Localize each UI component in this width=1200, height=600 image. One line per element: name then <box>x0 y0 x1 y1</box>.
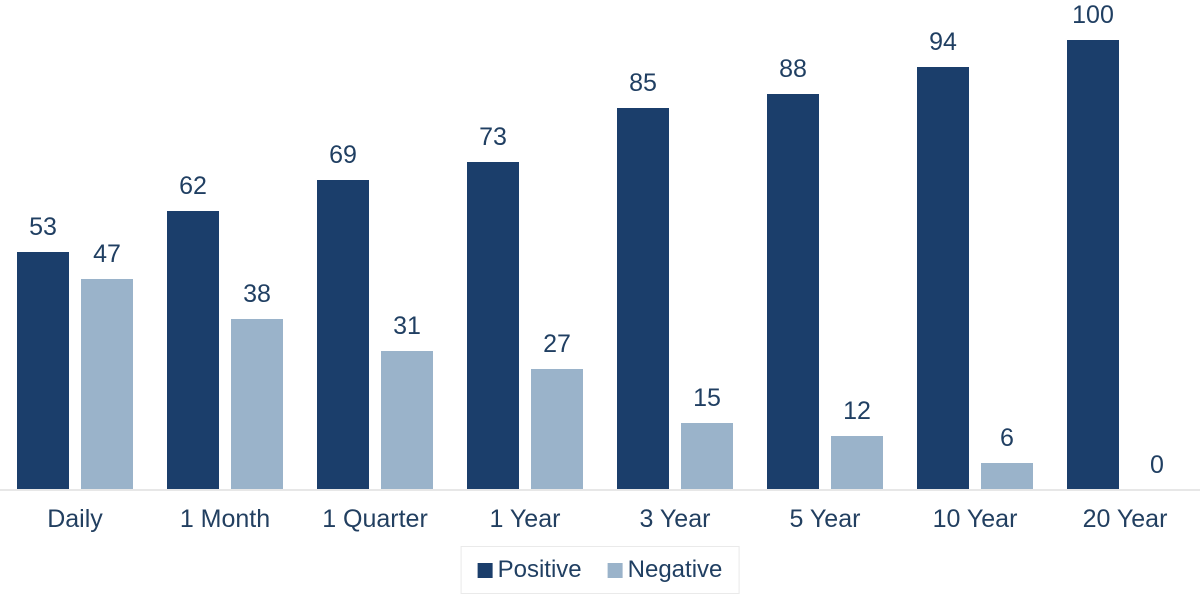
bar-negative-10-year: 6 <box>981 426 1033 490</box>
bar-value-label: 47 <box>93 239 121 268</box>
bar-group-daily: 53 47 <box>0 0 150 490</box>
bar-positive-10-year: 94 <box>917 30 969 490</box>
bar-positive-daily: 53 <box>17 214 69 490</box>
bar-group-5-year: 88 12 <box>750 0 900 490</box>
x-axis-label-1-quarter: 1 Quarter <box>322 505 428 533</box>
x-axis-labels: Daily 1 Month 1 Quarter 1 Year 3 Year 5 Year 1… <box>0 504 1200 534</box>
bar-group-1-quarter: 69 31 <box>300 0 450 490</box>
legend: Positive Negative <box>460 546 740 594</box>
x-axis-label-20-year: 20 Year <box>1082 505 1168 533</box>
bar-group-20-year: 100 0 <box>1050 0 1200 490</box>
legend-item-negative: Negative <box>607 556 723 584</box>
x-axis-label-10-year: 10 Year <box>932 505 1018 533</box>
x-axis-label-daily: Daily <box>47 505 103 533</box>
bar-group-10-year: 94 6 <box>900 0 1050 490</box>
bar-value-label: 100 <box>1072 1 1114 29</box>
x-axis-label-1-month: 1 Month <box>179 505 271 533</box>
bar-positive-5-year: 88 <box>767 57 819 490</box>
bar-value-label: 38 <box>243 280 271 308</box>
bar-value-label: 12 <box>843 397 871 425</box>
legend-swatch-negative <box>607 562 623 578</box>
bar-value-label: 73 <box>479 122 507 151</box>
bar-value-label: 6 <box>1000 424 1014 452</box>
bar-value-label: 15 <box>693 383 721 412</box>
bar-value-label: 27 <box>543 329 571 358</box>
bar-positive-1-year: 73 <box>467 124 519 490</box>
legend-label-positive: Positive <box>497 556 582 583</box>
bar-negative-3-year: 15 <box>681 385 733 490</box>
bar-negative-1-month: 38 <box>231 282 283 490</box>
bar-value-label: 31 <box>393 311 421 340</box>
x-axis-label-3-year: 3 Year <box>639 505 711 533</box>
bar-group-1-year: 73 27 <box>450 0 600 490</box>
bar-positive-1-quarter: 69 <box>317 142 369 490</box>
bar-value-label: 88 <box>779 55 807 83</box>
bar-value-label: 69 <box>329 140 357 169</box>
bar-value-label: 0 <box>1150 451 1164 479</box>
legend-label-negative: Negative <box>627 556 723 583</box>
bar-positive-3-year: 85 <box>617 70 669 490</box>
bar-negative-daily: 47 <box>81 241 133 490</box>
x-axis-label-5-year: 5 Year <box>789 505 861 533</box>
bar-negative-1-quarter: 31 <box>381 313 433 490</box>
legend-item-positive: Positive <box>477 556 582 584</box>
bar-value-label: 53 <box>29 212 57 241</box>
bar-value-label: 62 <box>179 172 207 200</box>
bar-positive-20-year: 100 <box>1067 3 1119 490</box>
bar-value-label: 94 <box>929 28 957 56</box>
bar-group-1-month: 62 38 <box>150 0 300 490</box>
x-axis-line <box>0 489 1200 491</box>
legend-swatch-positive <box>477 562 493 578</box>
bar-group-3-year: 85 15 <box>600 0 750 490</box>
bar-positive-1-month: 62 <box>167 174 219 490</box>
x-axis-label-1-year: 1 Year <box>489 505 561 533</box>
bar-negative-5-year: 12 <box>831 399 883 490</box>
bar-value-label: 85 <box>629 68 657 97</box>
bar-negative-1-year: 27 <box>531 331 583 490</box>
plot-area: 53 47 62 38 69 31 73 27 85 15 88 12 94 6 100 0 <box>0 0 1200 490</box>
